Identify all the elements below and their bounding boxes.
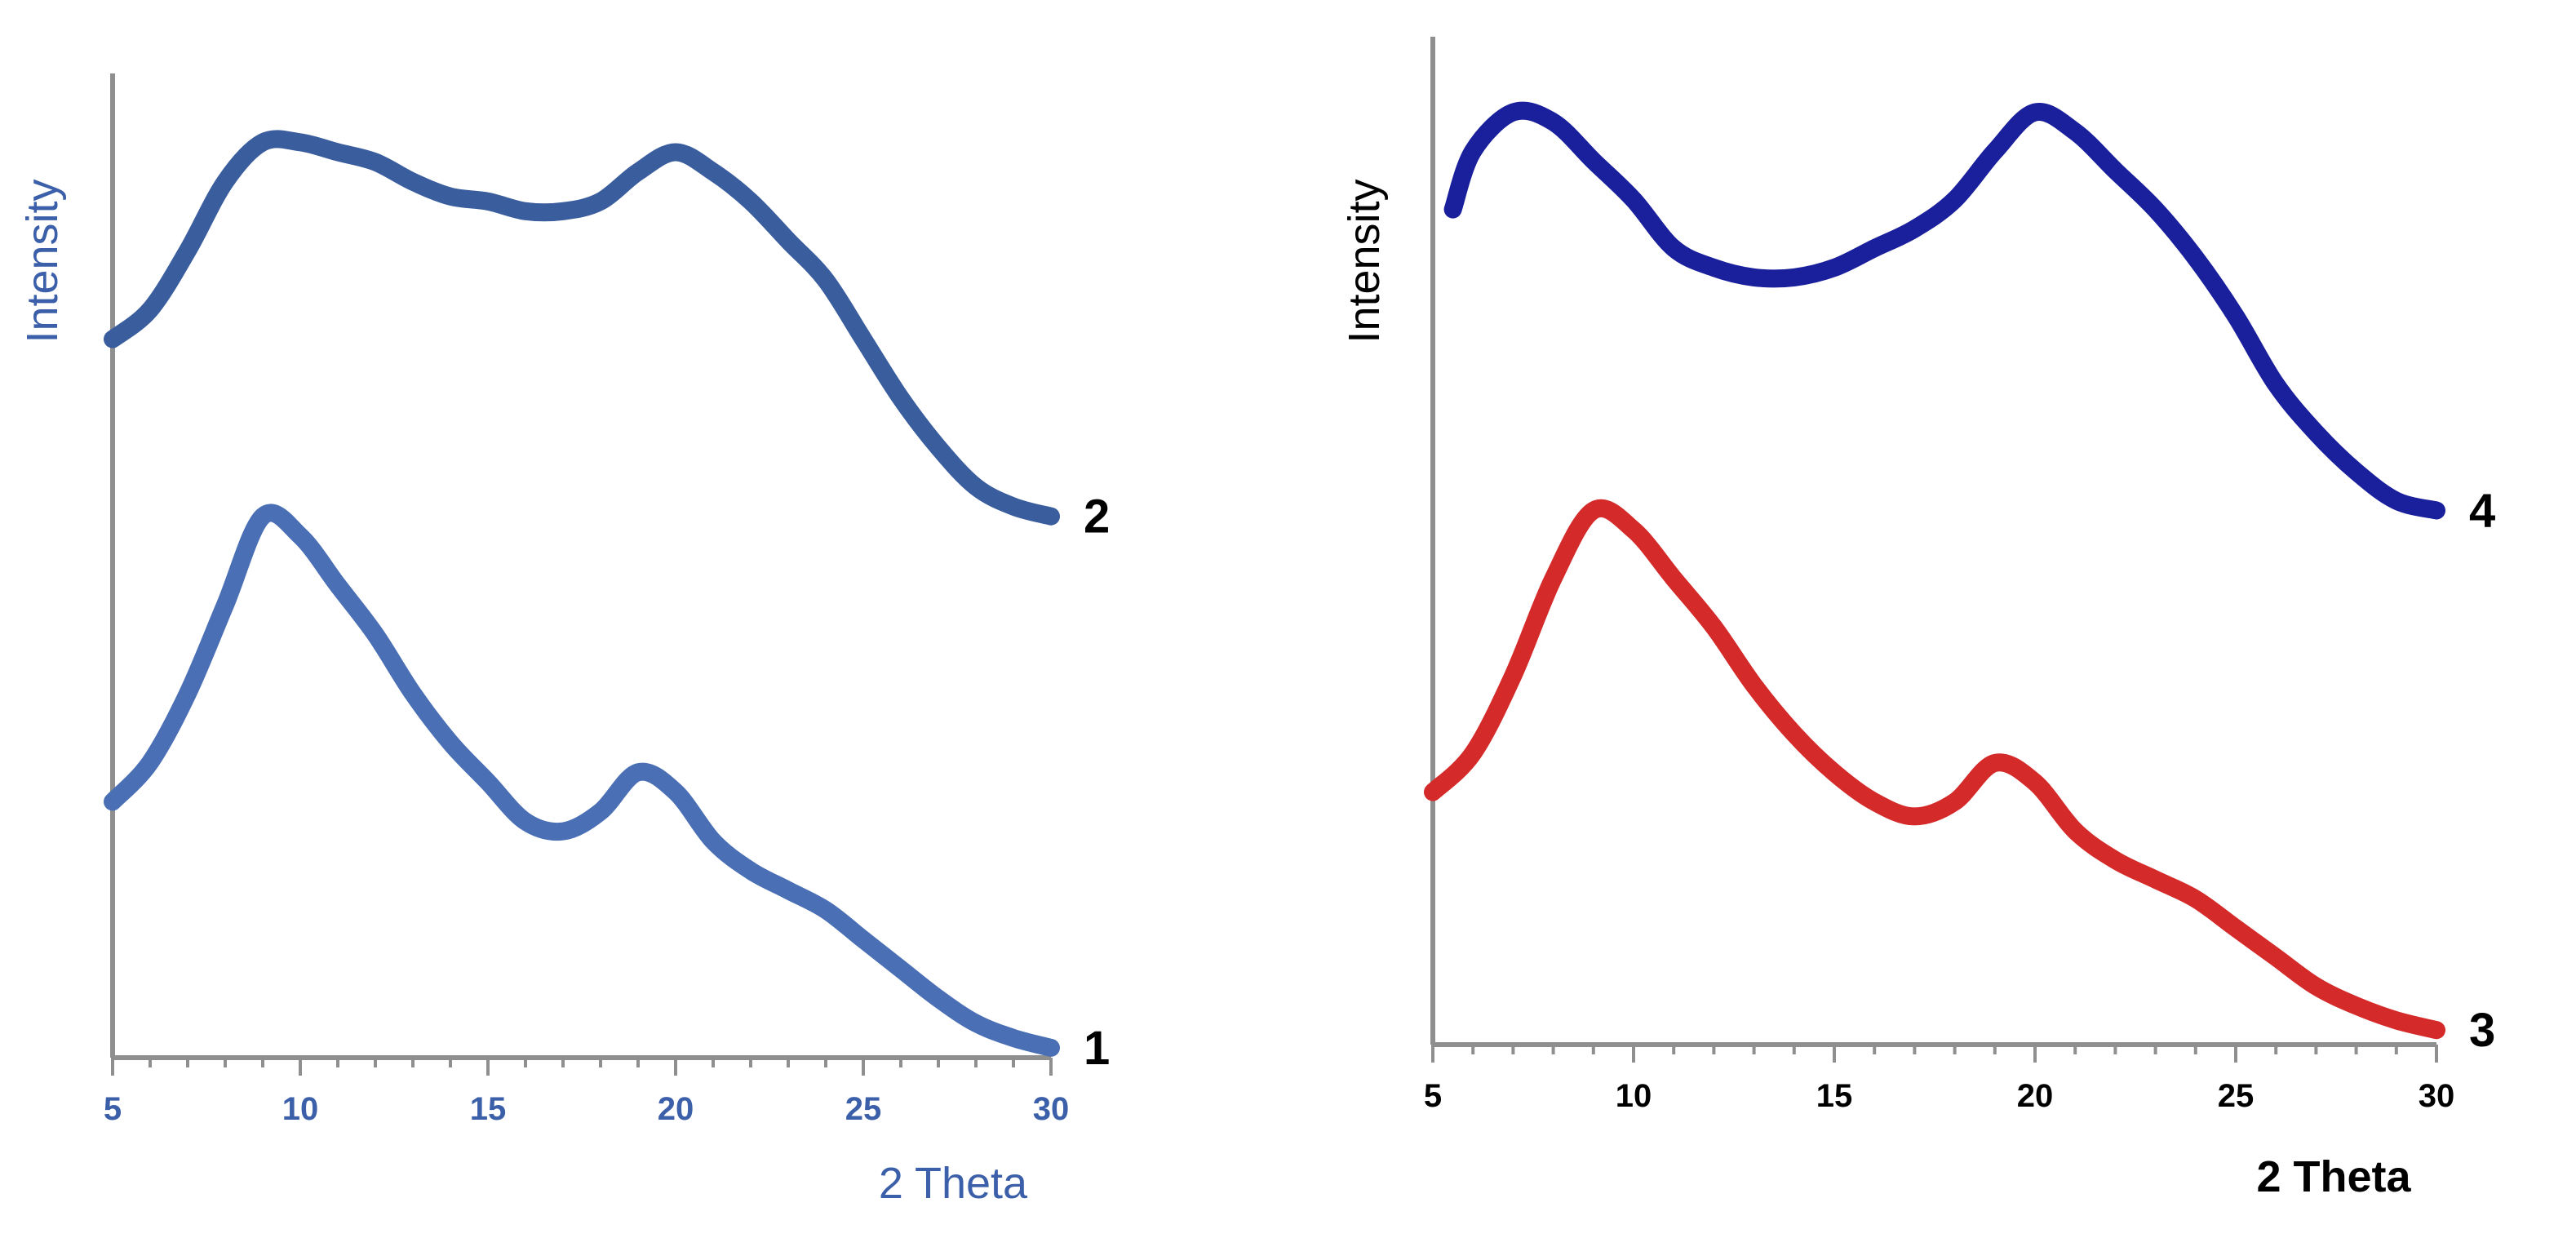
right-y-axis-title: Intensity: [1340, 179, 1389, 343]
series-4-curve: [1443, 101, 2445, 520]
series-2-curve: [104, 130, 1060, 526]
series-3-curve: [1424, 499, 2445, 1040]
left-x-tick-label: 20: [658, 1091, 694, 1127]
left-x-tick-label: 15: [470, 1091, 507, 1127]
right-x-axis-title: 2 Theta: [2256, 1152, 2411, 1201]
series-3-label: 3: [2469, 1004, 2495, 1057]
left-x-tick-label: 5: [104, 1091, 122, 1127]
series-4-label: 4: [2469, 485, 2495, 538]
left-x-tick-label: 10: [282, 1091, 319, 1127]
right-x-tick-label: 30: [2419, 1078, 2455, 1114]
right-x-tick-label: 5: [1424, 1078, 1442, 1114]
right-x-tick-label: 15: [1816, 1078, 1853, 1114]
series-1-curve: [104, 504, 1060, 1057]
series-2-label: 2: [1084, 490, 1110, 544]
left-y-axis-title: Intensity: [18, 179, 67, 343]
left-x-tick-label: 25: [845, 1091, 882, 1127]
right-chart-panel: 5 10 15 20 25 30 Intensity 2 Theta 3 4: [1340, 37, 2495, 1201]
right-x-tick-label: 10: [1616, 1078, 1652, 1114]
left-x-axis-title: 2 Theta: [879, 1159, 1028, 1208]
series-1-label: 1: [1084, 1022, 1110, 1075]
right-x-tick-label: 20: [2017, 1078, 2054, 1114]
left-x-tick-label: 30: [1033, 1091, 1070, 1127]
left-chart-panel: 5 10 15 20 25 30 Intensity 2 Theta 1 2: [18, 73, 1110, 1208]
right-x-tick-label: 25: [2218, 1078, 2255, 1114]
